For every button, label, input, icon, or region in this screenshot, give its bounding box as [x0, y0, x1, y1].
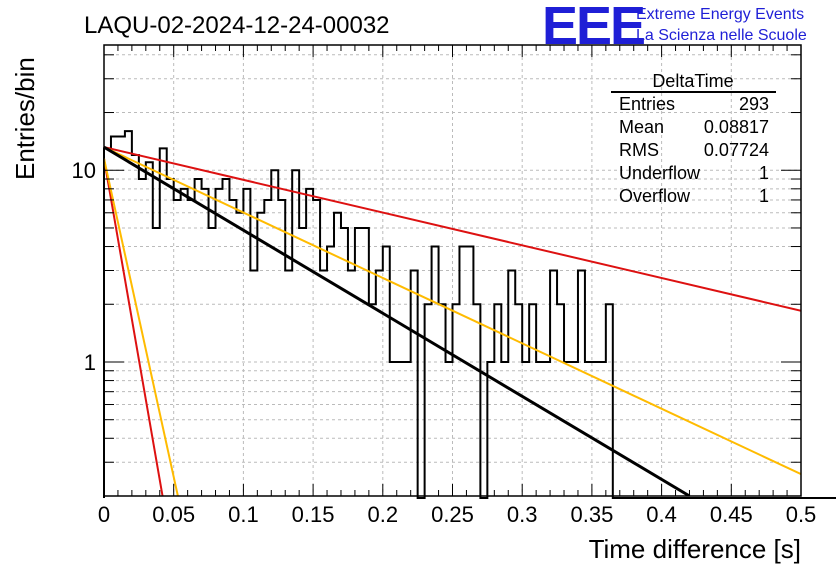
- x-tick-label-2: 0.1: [228, 502, 259, 527]
- x-axis-title: Time difference [s]: [589, 534, 801, 564]
- stats-title: DeltaTime: [652, 71, 733, 91]
- x-tick-label-1: 0.05: [152, 502, 195, 527]
- y-axis-title: Entries/bin: [10, 57, 40, 180]
- fit-lines: [104, 145, 801, 496]
- x-tick-label-4: 0.2: [368, 502, 399, 527]
- stats-label-entries: Entries: [619, 94, 675, 114]
- x-tick-label-6: 0.3: [507, 502, 538, 527]
- histogram-outline: [103, 130, 836, 499]
- fit-line-orange-4: [104, 158, 179, 496]
- stats-label-rms: RMS: [619, 140, 659, 160]
- stats-box: DeltaTime Entries 293 Mean 0.08817 RMS 0…: [611, 71, 776, 206]
- chart-title: LAQU-02-2024-12-24-00032: [84, 12, 390, 39]
- y-tick-label-0: 1: [84, 350, 96, 375]
- x-tick-label-8: 0.4: [646, 502, 677, 527]
- fit-line-red-3: [104, 158, 164, 496]
- stats-value-mean: 0.08817: [704, 117, 769, 137]
- stats-value-rms: 0.07724: [704, 140, 769, 160]
- x-tick-label-5: 0.25: [431, 502, 474, 527]
- x-tick-label-3: 0.15: [292, 502, 335, 527]
- x-tick-label-0: 0: [98, 502, 110, 527]
- fit-line-orange-1: [104, 146, 801, 476]
- fit-line-black-2: [104, 145, 691, 496]
- x-tick-label-10: 0.5: [786, 502, 817, 527]
- stats-label-underflow: Underflow: [619, 163, 701, 183]
- stats-value-underflow: 1: [759, 163, 769, 183]
- stats-value-entries: 293: [739, 94, 769, 114]
- eee-logo: EEE: [542, 0, 644, 56]
- y-tick-label-1: 10: [72, 158, 96, 183]
- y-axis-ticks: 1 10: [72, 54, 801, 463]
- x-axis-ticks: 0 0.05 0.1 0.15 0.2 0.25 0.3 0.35 0.4 0.45 0.5: [98, 45, 816, 527]
- stats-label-mean: Mean: [619, 117, 664, 137]
- x-tick-label-7: 0.35: [570, 502, 613, 527]
- fit-line-red-0: [104, 146, 801, 312]
- stats-label-overflow: Overflow: [619, 186, 691, 206]
- grid-lines: [104, 45, 801, 496]
- x-tick-label-9: 0.45: [710, 502, 753, 527]
- stats-value-overflow: 1: [759, 186, 769, 206]
- histogram-bars: [103, 130, 836, 499]
- logo-line-2: La Scienza nelle Scuole: [636, 27, 807, 44]
- logo-line-1: Extreme Energy Events: [636, 6, 804, 23]
